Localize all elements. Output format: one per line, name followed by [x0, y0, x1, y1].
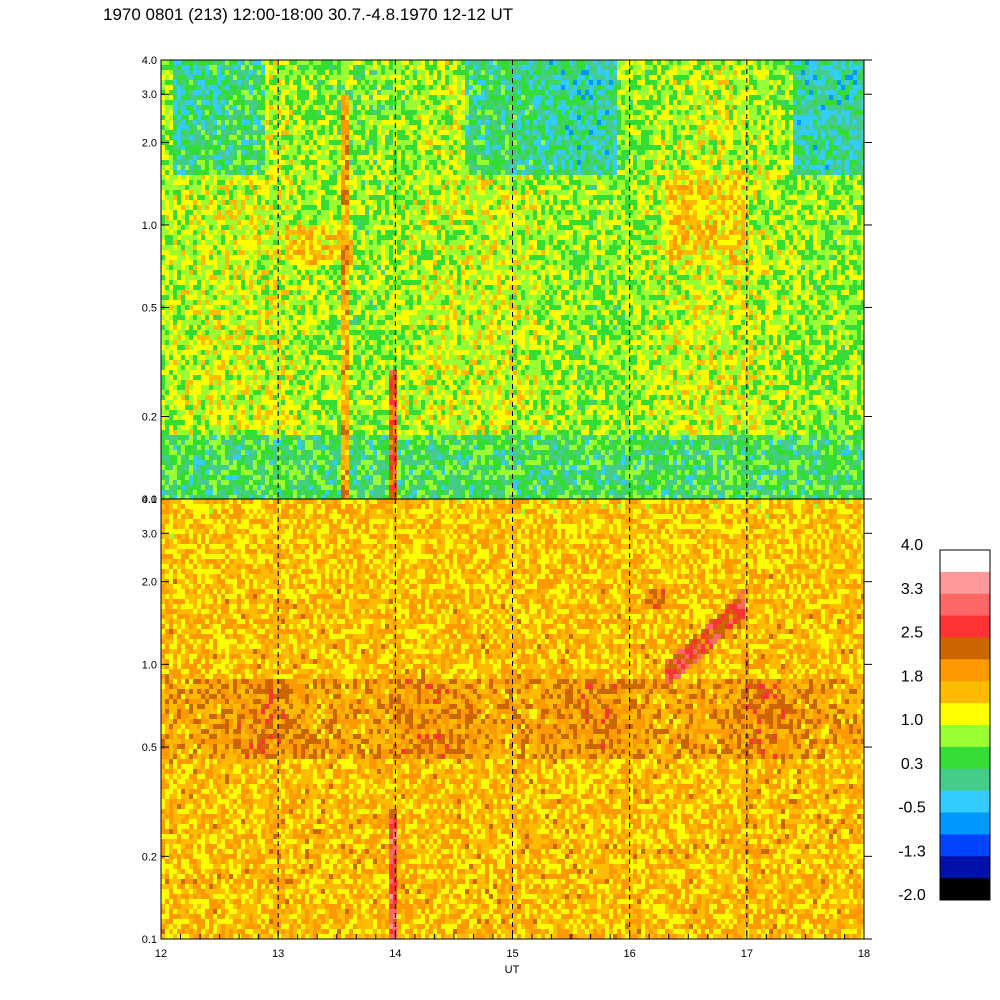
colorbar-segment	[940, 812, 990, 835]
colorbar-segment	[940, 790, 990, 813]
y-tick-label: 0.5	[142, 302, 157, 314]
y-tick-label: 0.5	[142, 742, 157, 754]
x-tick-label: 13	[272, 948, 284, 960]
bottom-spectrogram-panel	[160, 498, 865, 940]
colorbar: 4.0 3.3 2.5 1.8 1.0 0.3 -0.5 -1.3 -2.0	[898, 537, 991, 904]
y-tick-label: 2.0	[142, 577, 157, 589]
colorbar-label: 4.0	[901, 537, 923, 554]
colorbar-label: 2.5	[901, 625, 923, 642]
y-tick-label: 3.0	[142, 89, 157, 101]
x-tick-label: 15	[506, 948, 518, 960]
colorbar-segment	[940, 878, 990, 901]
x-tick-label: 17	[741, 948, 753, 960]
y-tick-label: 1.0	[142, 220, 157, 232]
y-tick-label: 1.0	[142, 659, 157, 671]
colorbar-label: 3.3	[901, 581, 923, 598]
colorbar-segment	[940, 659, 990, 682]
y-tick-label: 4.0	[142, 494, 157, 506]
y-tick-label: 3.0	[142, 528, 157, 540]
colorbar-segment	[940, 856, 990, 879]
colorbar-segment	[940, 681, 990, 704]
y-tick-label: 0.1	[142, 494, 157, 506]
colorbar-label: -1.3	[898, 843, 926, 860]
colorbar-segment	[940, 768, 990, 792]
colorbar-segment	[940, 746, 990, 770]
spectrogram-cells	[161, 499, 864, 939]
colorbar-segment	[940, 725, 990, 748]
x-tick-label: 18	[858, 948, 870, 960]
x-tick-label: 16	[624, 948, 636, 960]
colorbar-segment	[940, 703, 990, 726]
y-tick-label: 0.2	[142, 412, 157, 424]
y-tick-label: 2.0	[142, 137, 157, 149]
colorbar-label: -0.5	[898, 800, 926, 817]
colorbar-label: 0.3	[901, 756, 923, 773]
colorbar-segment	[940, 593, 990, 617]
y-tick-label: 0.1	[142, 934, 157, 946]
chart-title: 1970 0801 (213) 12:00-18:00 30.7.-4.8.19…	[103, 5, 513, 25]
colorbar-label: -2.0	[898, 887, 926, 904]
colorbar-segment	[940, 615, 990, 638]
axes-layer: 0.10.20.51.02.03.04.00.10.20.51.02.03.04…	[142, 55, 872, 960]
colorbar-segment	[940, 571, 990, 595]
colorbar-segment	[940, 834, 990, 857]
x-tick-label: 14	[389, 948, 401, 960]
colorbar-segment	[940, 550, 990, 573]
x-tick-label: 12	[155, 948, 167, 960]
colorbar-segment	[940, 637, 990, 660]
colorbar-label: 1.0	[901, 712, 923, 729]
top-spectrogram-panel	[160, 59, 865, 500]
colorbar-label: 1.8	[901, 668, 923, 685]
x-axis-label: UT	[505, 964, 520, 976]
y-tick-label: 4.0	[142, 55, 157, 67]
spectrogram-cells	[161, 60, 864, 499]
y-tick-label: 0.2	[142, 851, 157, 863]
